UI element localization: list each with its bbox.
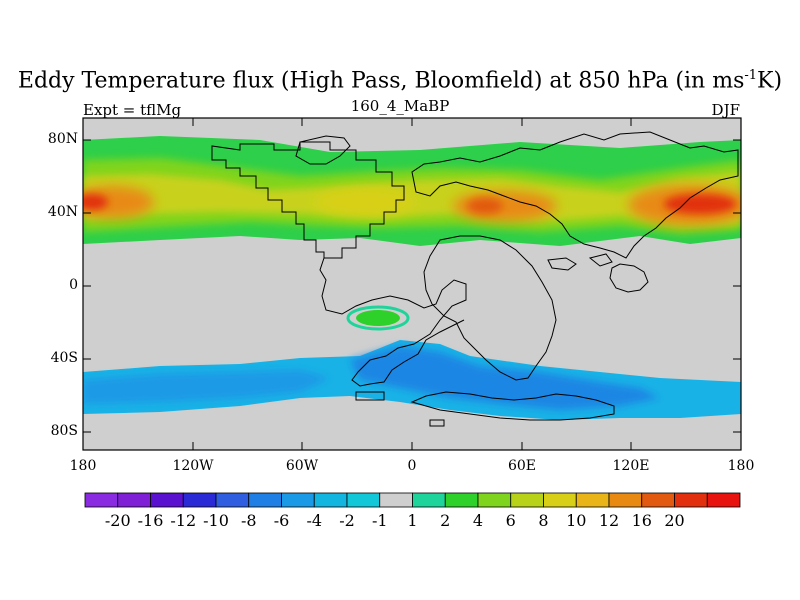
colorbar-label: 2 <box>440 511 451 530</box>
colorbar-swatch <box>117 492 151 508</box>
colorbar-label: 16 <box>631 511 652 530</box>
colorbar-label: 12 <box>598 511 620 530</box>
colorbar-swatch <box>641 492 675 508</box>
colorbar-swatch <box>182 492 217 508</box>
colorbar-swatch <box>543 492 577 508</box>
lon-label-120e: 120E <box>612 458 650 474</box>
colorbar-label: 20 <box>664 511 685 530</box>
sh-deeper-blue <box>350 346 660 410</box>
colorbar-label: 4 <box>472 511 484 530</box>
colorbar-label: -12 <box>170 511 197 530</box>
colorbar-swatch <box>150 492 184 508</box>
sh-west-blue <box>83 370 330 404</box>
lat-label-80s: 80S <box>50 423 78 439</box>
north-america-outline <box>211 141 405 259</box>
colorbar-swatch <box>215 492 250 508</box>
colorbar-swatch <box>608 492 643 508</box>
eurasia-outline <box>411 131 739 259</box>
colorbar-label: -10 <box>203 511 229 530</box>
antarctica-outline <box>410 391 615 421</box>
s-atlantic-blob-edge <box>346 305 410 331</box>
colorbar-swatch <box>706 492 741 508</box>
map-title: Eddy Temperature flux (High Pass, Bloomf… <box>0 68 800 93</box>
colorbar-swatch <box>379 492 413 508</box>
coastlines <box>211 131 739 427</box>
atlantic-yellow <box>315 188 415 216</box>
south-america-outline <box>319 257 467 387</box>
lon-label-180e: 180 <box>727 458 755 474</box>
title-tail: K) <box>757 68 783 94</box>
island-outlines <box>355 253 613 427</box>
asia-core <box>467 198 503 214</box>
lat-label-40n: 40N <box>47 204 78 220</box>
colorbar-label: -20 <box>104 511 131 530</box>
colorbar-label: -16 <box>137 511 164 530</box>
experiment-label: Expt = tflMg <box>83 101 182 119</box>
colorbar-swatch <box>674 492 708 508</box>
title-main: Eddy Temperature flux (High Pass, Bloomf… <box>17 68 745 94</box>
colorbar-swatch <box>510 492 544 508</box>
colorbar-swatch <box>444 492 479 508</box>
australia-outline <box>609 263 649 293</box>
colorbar-swatch <box>346 492 381 508</box>
lat-label-40s: 40S <box>50 350 78 366</box>
colorbar-swatch <box>281 492 315 508</box>
colorbar-label: -8 <box>240 511 257 530</box>
colorbar-label: -6 <box>273 511 290 530</box>
pacific-max-west <box>83 186 154 218</box>
colorbar-label: -4 <box>306 511 323 530</box>
colorbar-label: -1 <box>371 511 388 530</box>
lon-label-180w: 180 <box>69 458 97 474</box>
title-superscript: -1 <box>744 68 758 83</box>
run-label: 160_4_MaBP <box>350 97 450 115</box>
colorbar-label: 1 <box>407 511 418 530</box>
flux-field <box>83 136 741 420</box>
greenland-outline <box>295 135 351 165</box>
colorbar-label: 8 <box>538 511 549 530</box>
s-atlantic-blob <box>356 310 400 326</box>
lon-label-120w: 120W <box>172 458 214 474</box>
colorbar-swatch <box>575 492 610 508</box>
lon-label-60e: 60E <box>507 458 537 474</box>
lon-label-0: 0 <box>407 458 417 474</box>
colorbar-label: -2 <box>339 511 355 530</box>
season-label: DJF <box>711 101 740 119</box>
lat-label-80n: 80N <box>47 131 78 147</box>
colorbar-swatch <box>313 492 348 508</box>
colorbar-swatch <box>477 492 512 508</box>
lat-label-0: 0 <box>69 277 78 293</box>
axis-ticks <box>82 118 742 450</box>
pacific-core-east <box>664 194 736 214</box>
colorbar-label: 10 <box>566 511 587 530</box>
lon-label-60w: 60W <box>285 458 319 474</box>
colorbar-label: 6 <box>505 511 516 530</box>
colorbar-swatch <box>248 492 282 508</box>
colorbar <box>84 492 741 508</box>
colorbar-swatch <box>84 492 119 508</box>
africa-outline <box>423 235 557 381</box>
pacific-core-west <box>83 194 108 210</box>
colorbar-swatch <box>412 492 446 508</box>
